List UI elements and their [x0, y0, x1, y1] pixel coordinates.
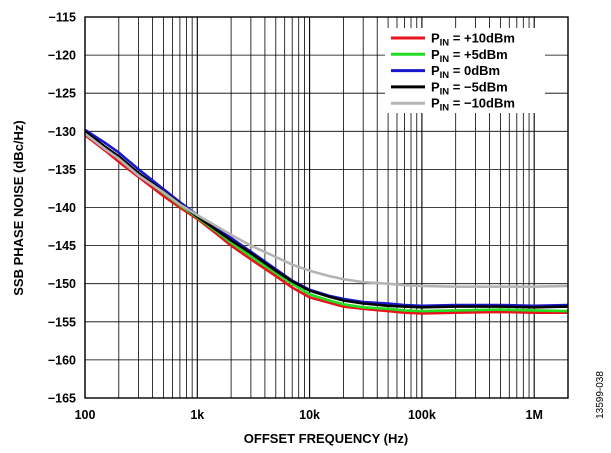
y-axis-title: SSB PHASE NOISE (dBc/Hz) — [11, 120, 26, 296]
x-tick-label: 100 — [75, 408, 96, 422]
series-line-4 — [84, 132, 569, 288]
x-axis-title: OFFSET FREQUENCY (Hz) — [244, 431, 408, 446]
legend-label-1: PIN = +5dBm — [431, 47, 508, 65]
legend-label-2: PIN = 0dBm — [431, 63, 500, 81]
y-tick-label: −135 — [48, 163, 76, 177]
y-tick-label: −165 — [48, 392, 76, 406]
legend-label-4: PIN = −10dBm — [431, 96, 515, 114]
y-tick-label: −125 — [48, 87, 76, 101]
y-tick-label: −160 — [48, 353, 76, 367]
y-tick-label: −150 — [48, 277, 76, 291]
x-tick-label: 1k — [190, 408, 204, 422]
legend-label-0: PIN = +10dBm — [431, 31, 515, 49]
plot-border — [84, 16, 569, 399]
y-tick-label: −120 — [48, 49, 76, 63]
y-tick-label: −140 — [48, 201, 76, 215]
legend-label-3: PIN = −5dBm — [431, 79, 508, 97]
x-tick-label: 100k — [408, 408, 436, 422]
figure-id: 13599-038 — [595, 371, 606, 419]
plot-series — [84, 128, 569, 315]
y-tick-label: −130 — [48, 125, 76, 139]
x-tick-labels: 100 1k 10k 100k 1M — [75, 408, 543, 422]
y-tick-labels: −115 −120 −125 −130 −135 −140 −145 −150 −155 −160… — [48, 11, 76, 406]
y-tick-label: −155 — [48, 315, 76, 329]
x-tick-label: 10k — [299, 408, 320, 422]
x-tick-label: 1M — [526, 408, 543, 422]
series-line-0 — [84, 134, 568, 315]
y-tick-label: −145 — [48, 239, 76, 253]
y-tick-label: −115 — [49, 11, 77, 25]
